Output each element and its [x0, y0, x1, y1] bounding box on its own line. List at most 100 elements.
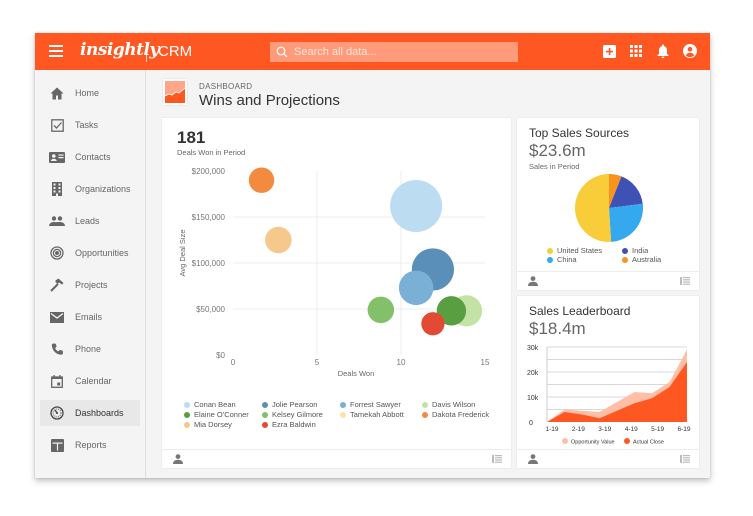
- sidebar-item-label: Home: [75, 88, 100, 98]
- legend-item-conan-bean[interactable]: Conan Bean: [184, 400, 262, 409]
- legend-item-forrest-sawyer[interactable]: Forrest Sawyer: [340, 400, 422, 409]
- card-footer: [517, 449, 699, 468]
- y-tick-label: 0: [529, 420, 533, 427]
- legend-swatch: [562, 438, 568, 444]
- hammer-icon: [49, 277, 65, 293]
- legend-item-australia[interactable]: Australia: [622, 255, 687, 264]
- sidebar-item-opportunities[interactable]: Opportunities: [40, 240, 140, 266]
- legend-label: Mia Dorsey: [194, 420, 232, 429]
- legend-item-opportunity-value: Opportunity Value: [562, 438, 615, 446]
- x-axis-label: Deals Won: [338, 369, 375, 378]
- sidebar-item-dashboards[interactable]: Dashboards: [40, 400, 140, 426]
- y-axis-label: Avg Deal Size: [178, 230, 187, 277]
- list-icon[interactable]: [679, 453, 691, 465]
- sidebar-item-reports[interactable]: Reports: [40, 432, 140, 458]
- person-icon[interactable]: [527, 453, 539, 465]
- leaderboard-value: $18.4m: [529, 319, 586, 338]
- legend-label: China: [557, 255, 577, 264]
- home-icon: [49, 85, 65, 101]
- phone-icon: [49, 341, 65, 357]
- legend-label: Ezra Baldwin: [272, 420, 316, 429]
- x-tick-label: 1-19: [545, 426, 558, 433]
- x-tick-label: 3-19: [598, 426, 611, 433]
- legend-item-india[interactable]: India: [622, 246, 687, 255]
- sidebar-item-tasks[interactable]: Tasks: [40, 112, 140, 138]
- search-box[interactable]: [270, 42, 518, 62]
- sidebar-item-projects[interactable]: Projects: [40, 272, 140, 298]
- legend-label: Elaine O'Conner: [194, 410, 249, 419]
- apps-grid-icon[interactable]: [628, 43, 644, 59]
- x-tick-label: 6-19: [677, 426, 690, 433]
- legend-label: Dakota Frederick: [432, 410, 490, 419]
- legend-label: Forrest Sawyer: [350, 400, 401, 409]
- x-tick-label: 4-19: [625, 426, 638, 433]
- legend-item-actual-close: Actual Close: [624, 438, 664, 446]
- legend-swatch: [622, 256, 628, 263]
- hamburger-icon[interactable]: [49, 45, 63, 57]
- pie-slice-united-states: [574, 174, 612, 242]
- sidebar-item-organizations[interactable]: Organizations: [40, 176, 140, 202]
- area-actual-close: [547, 362, 687, 422]
- pie-legend: United States India China Australia: [547, 246, 687, 264]
- bubble-ezra-baldwin: [421, 312, 445, 336]
- deals-won-value: 181: [177, 128, 206, 147]
- search-input[interactable]: [294, 46, 504, 58]
- list-icon[interactable]: [491, 453, 503, 465]
- bell-icon[interactable]: [655, 43, 671, 59]
- legend-item-davis-wilson[interactable]: Davis Wilson: [422, 400, 502, 409]
- bubble-dakota-frederick: [248, 167, 275, 193]
- sidebar-item-contacts[interactable]: Contacts: [40, 144, 140, 170]
- sidebar-item-phone[interactable]: Phone: [40, 336, 140, 362]
- sidebar-item-label: Reports: [75, 440, 107, 450]
- sidebar-item-home[interactable]: Home: [40, 80, 140, 106]
- legend-swatch: [184, 421, 190, 428]
- y-tick-label: 20k: [527, 370, 539, 377]
- legend-item-jolie-pearson[interactable]: Jolie Pearson: [262, 400, 340, 409]
- legend-swatch: [262, 401, 268, 408]
- sidebar-item-emails[interactable]: Emails: [40, 304, 140, 330]
- sidebar-item-label: Dashboards: [75, 408, 124, 418]
- card-footer: [517, 271, 699, 290]
- legend-item-elaine-o-conner[interactable]: Elaine O'Conner: [184, 410, 262, 419]
- sidebar-item-label: Projects: [75, 280, 108, 290]
- legend-item-dakota-frederick[interactable]: Dakota Frederick: [422, 410, 502, 419]
- card-title: Sales Leaderboard: [529, 304, 631, 318]
- sales-value: $23.6m: [529, 141, 586, 160]
- sidebar-item-label: Leads: [75, 216, 100, 226]
- legend-item-china[interactable]: China: [547, 255, 622, 264]
- legend-item-ezra-baldwin[interactable]: Ezra Baldwin: [262, 420, 340, 429]
- sidebar-item-leads[interactable]: Leads: [40, 208, 140, 234]
- legend-label: Davis Wilson: [432, 400, 476, 409]
- legend-item-united-states[interactable]: United States: [547, 246, 622, 255]
- legend-label: India: [632, 246, 649, 255]
- legend-swatch: [422, 401, 428, 408]
- legend-item-tamekah-abbott[interactable]: Tamekah Abbott: [340, 410, 422, 419]
- logo-divider: [146, 42, 147, 62]
- bubble-elaine-o-conner: [436, 296, 467, 326]
- legend-label: Conan Bean: [194, 400, 236, 409]
- legend-item-kelsey-gilmore[interactable]: Kelsey Gilmore: [262, 410, 340, 419]
- pie-slice-china: [609, 203, 643, 242]
- legend-swatch: [422, 411, 428, 418]
- account-icon[interactable]: [682, 43, 698, 59]
- sidebar-item-calendar[interactable]: Calendar: [40, 368, 140, 394]
- sidebar-item-label: Phone: [75, 344, 102, 354]
- legend-item-mia-dorsey[interactable]: Mia Dorsey: [184, 420, 262, 429]
- legend-swatch: [184, 411, 190, 418]
- bubble-conan-bean: [390, 179, 443, 232]
- x-tick-label: 0: [231, 358, 236, 367]
- wins-card: 181 Deals Won in Period $0 $50,000 $100,00…: [162, 118, 511, 468]
- legend-swatch: [547, 247, 553, 254]
- sales-subtitle: Sales in Period: [529, 162, 580, 171]
- y-tick-label: $200,000: [192, 167, 226, 176]
- list-icon[interactable]: [679, 275, 691, 287]
- person-icon[interactable]: [527, 275, 539, 287]
- dashboard-thumbnail-icon: [163, 79, 187, 105]
- person-icon[interactable]: [172, 453, 184, 465]
- card-title: Top Sales Sources: [529, 126, 630, 140]
- app-name: CRM: [158, 43, 193, 60]
- bubble-mia-dorsey: [265, 226, 292, 254]
- x-tick-label: 2-19: [572, 426, 585, 433]
- logo[interactable]: insightly: [80, 40, 159, 60]
- add-icon[interactable]: [601, 43, 617, 59]
